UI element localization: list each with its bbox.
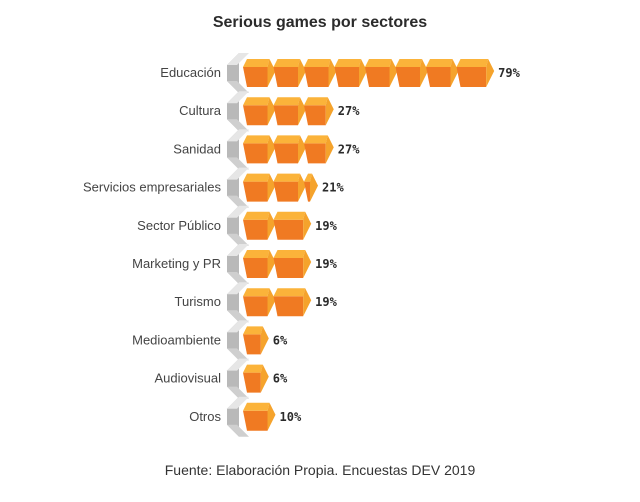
category-label: Sector Público (137, 218, 221, 233)
cube (304, 173, 318, 202)
value-label: 19% (315, 257, 337, 271)
cube (243, 211, 276, 240)
category-label: Turismo (175, 294, 221, 309)
label-group: Educación 79% Cultura 27% Sanidad 27% Servicio… (83, 65, 521, 424)
value-label: 79% (498, 66, 520, 80)
bar (243, 288, 312, 317)
spine-segment (227, 396, 249, 437)
bar (243, 250, 312, 278)
spine-segment (227, 91, 249, 132)
cube (304, 135, 334, 164)
spine-segment (227, 282, 249, 323)
spine-segment (227, 129, 249, 170)
bar-group (243, 59, 495, 431)
bar (243, 97, 334, 126)
value-label: 6% (273, 372, 288, 386)
cube (273, 250, 312, 278)
cube (273, 173, 306, 202)
category-label: Cultura (179, 103, 222, 118)
value-label: 21% (322, 181, 344, 195)
cube (273, 288, 312, 317)
cube (243, 59, 276, 87)
cube (273, 59, 306, 87)
value-label: 27% (338, 142, 360, 156)
cube (365, 59, 398, 87)
chart-source: Fuente: Elaboración Propia. Encuestas DE… (164, 462, 476, 478)
chart-title: Serious games por sectores (212, 14, 428, 31)
value-label: 27% (338, 104, 360, 118)
category-label: Medioambiente (132, 332, 221, 347)
bar (243, 364, 269, 393)
category-label: Educación (160, 65, 221, 80)
spine-segment (227, 320, 249, 361)
category-label: Servicios empresariales (83, 180, 221, 195)
spine-segment (227, 167, 249, 208)
value-label: 19% (315, 295, 337, 309)
spine-segment (227, 53, 249, 93)
bar (243, 173, 318, 202)
bar (243, 402, 276, 431)
category-label: Marketing y PR (132, 256, 221, 271)
cube (456, 59, 495, 87)
cube (304, 97, 334, 126)
cube (243, 97, 276, 126)
bar (243, 59, 495, 87)
cube (395, 59, 428, 87)
cube (243, 364, 269, 393)
spine-segment (227, 205, 249, 246)
cube (243, 326, 269, 355)
cube (243, 173, 276, 202)
cube (243, 250, 276, 278)
cube (243, 402, 276, 431)
bar (243, 211, 312, 240)
cube (304, 59, 337, 87)
spine-segment (227, 358, 249, 399)
category-label: Audiovisual (155, 371, 222, 386)
category-label: Otros (189, 409, 221, 424)
value-label: 10% (280, 410, 302, 424)
category-label: Sanidad (173, 141, 221, 156)
bar (243, 135, 334, 164)
value-label: 19% (315, 219, 337, 233)
cube (426, 59, 459, 87)
spine-segment (227, 244, 249, 284)
spine-group (227, 53, 249, 437)
bar (243, 326, 269, 355)
cube (334, 59, 367, 87)
cube (243, 288, 276, 317)
cube (273, 97, 306, 126)
cube (243, 135, 276, 164)
value-label: 6% (273, 333, 288, 347)
cube (273, 211, 312, 240)
cube (273, 135, 306, 164)
